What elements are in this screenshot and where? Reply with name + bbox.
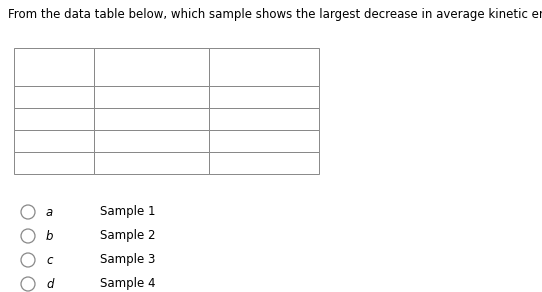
Text: Sample 2: Sample 2: [18, 112, 74, 126]
Text: a: a: [46, 206, 53, 218]
Text: 27: 27: [213, 157, 228, 169]
Text: Sample 3: Sample 3: [18, 135, 73, 147]
Text: Sample 4: Sample 4: [18, 157, 74, 169]
Text: Initial Temperature
(Celsius): Initial Temperature (Celsius): [99, 56, 204, 78]
Text: 40: 40: [98, 135, 113, 147]
Text: 60: 60: [98, 157, 113, 169]
Text: From the data table below, which sample shows the largest decrease in average ki: From the data table below, which sample …: [8, 8, 542, 21]
Text: Final Temperature
(Celsius): Final Temperature (Celsius): [214, 56, 314, 78]
Text: Sample 1: Sample 1: [100, 206, 156, 218]
Text: 0: 0: [98, 91, 105, 103]
Text: Sample 3: Sample 3: [100, 253, 156, 267]
Text: Sample 4: Sample 4: [100, 277, 156, 291]
Text: 20: 20: [98, 112, 113, 126]
Text: 30: 30: [213, 91, 228, 103]
Text: 35: 35: [213, 112, 228, 126]
Text: c: c: [46, 253, 53, 267]
Text: 33: 33: [213, 135, 228, 147]
Text: Sample 2: Sample 2: [100, 230, 156, 242]
Text: d: d: [46, 277, 54, 291]
Text: Sample 1: Sample 1: [18, 91, 74, 103]
Text: b: b: [46, 230, 54, 242]
